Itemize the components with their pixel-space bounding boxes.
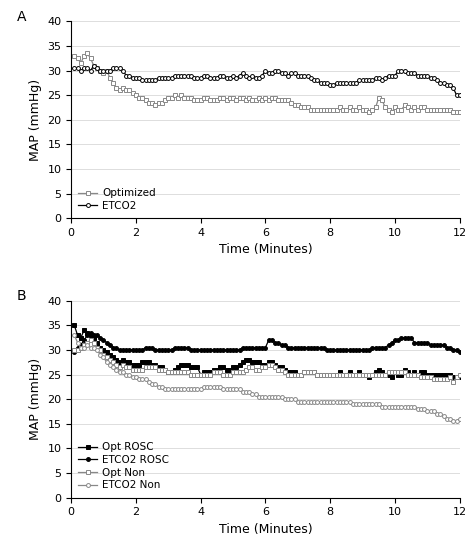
Line: ETCO2 ROSC: ETCO2 ROSC bbox=[73, 331, 462, 354]
X-axis label: Time (Minutes): Time (Minutes) bbox=[219, 243, 312, 256]
ETCO2 bbox=[379, 77, 385, 83]
Opt ROSC bbox=[457, 374, 463, 380]
ETCO2 ROSC bbox=[457, 349, 463, 356]
ETCO2 ROSC bbox=[155, 347, 161, 353]
Opt Non bbox=[447, 374, 453, 380]
Line: ETCO2 Non: ETCO2 Non bbox=[73, 333, 462, 423]
Legend: Optimized, ETCO2: Optimized, ETCO2 bbox=[76, 186, 158, 213]
Opt ROSC bbox=[366, 374, 372, 380]
ETCO2 Non bbox=[457, 416, 463, 422]
Line: ETCO2: ETCO2 bbox=[73, 64, 462, 97]
Opt ROSC bbox=[153, 362, 158, 368]
ETCO2 ROSC bbox=[72, 349, 77, 356]
ETCO2 ROSC bbox=[289, 345, 294, 351]
Opt ROSC bbox=[447, 371, 453, 378]
ETCO2 ROSC bbox=[447, 345, 453, 351]
ETCO2 ROSC bbox=[340, 347, 346, 353]
ETCO2 ROSC bbox=[178, 345, 184, 351]
Opt Non bbox=[457, 371, 463, 378]
Opt Non bbox=[450, 379, 456, 385]
Opt Non bbox=[379, 371, 385, 378]
Optimized bbox=[178, 92, 184, 98]
ETCO2 bbox=[454, 92, 459, 98]
Optimized bbox=[383, 104, 388, 111]
Opt Non bbox=[72, 347, 77, 353]
ETCO2 bbox=[457, 92, 463, 98]
Optimized bbox=[84, 50, 90, 57]
Legend: Opt ROSC, ETCO2 ROSC, Opt Non, ETCO2 Non: Opt ROSC, ETCO2 ROSC, Opt Non, ETCO2 Non bbox=[76, 440, 172, 492]
ETCO2 Non bbox=[337, 399, 343, 405]
Opt ROSC bbox=[175, 364, 181, 370]
ETCO2 Non bbox=[175, 386, 181, 393]
Opt Non bbox=[289, 371, 294, 378]
ETCO2 ROSC bbox=[379, 345, 385, 351]
Y-axis label: MAP (mmHg): MAP (mmHg) bbox=[29, 358, 42, 440]
Optimized bbox=[450, 109, 456, 116]
Opt Non bbox=[88, 337, 93, 343]
Opt ROSC bbox=[379, 369, 385, 376]
ETCO2 bbox=[178, 72, 184, 79]
ETCO2 Non bbox=[450, 418, 456, 424]
Opt Non bbox=[178, 369, 184, 376]
ETCO2 bbox=[447, 82, 453, 89]
ETCO2 Non bbox=[285, 396, 291, 402]
ETCO2 Non bbox=[72, 332, 77, 339]
Opt ROSC bbox=[337, 369, 343, 376]
Optimized bbox=[366, 109, 372, 116]
Opt Non bbox=[155, 366, 161, 373]
Line: Optimized: Optimized bbox=[73, 51, 462, 114]
Y-axis label: MAP (mmHg): MAP (mmHg) bbox=[29, 79, 42, 161]
Opt ROSC bbox=[285, 369, 291, 376]
ETCO2 bbox=[289, 70, 294, 77]
Opt ROSC bbox=[72, 322, 77, 328]
ETCO2 bbox=[91, 63, 97, 69]
Line: Opt ROSC: Opt ROSC bbox=[73, 324, 462, 379]
Optimized bbox=[289, 100, 294, 106]
Optimized bbox=[457, 109, 463, 116]
X-axis label: Time (Minutes): Time (Minutes) bbox=[219, 523, 312, 535]
ETCO2 Non bbox=[153, 381, 158, 388]
Optimized bbox=[155, 100, 161, 106]
ETCO2 bbox=[72, 65, 77, 71]
Opt Non bbox=[340, 371, 346, 378]
Line: Opt Non: Opt Non bbox=[73, 338, 462, 384]
ETCO2 Non bbox=[376, 401, 382, 407]
ETCO2 bbox=[340, 80, 346, 86]
Text: B: B bbox=[17, 289, 27, 303]
Optimized bbox=[340, 106, 346, 113]
ETCO2 bbox=[155, 75, 161, 81]
ETCO2 ROSC bbox=[88, 330, 93, 336]
Optimized bbox=[72, 52, 77, 59]
Text: A: A bbox=[17, 10, 26, 24]
ETCO2 Non bbox=[444, 416, 450, 422]
